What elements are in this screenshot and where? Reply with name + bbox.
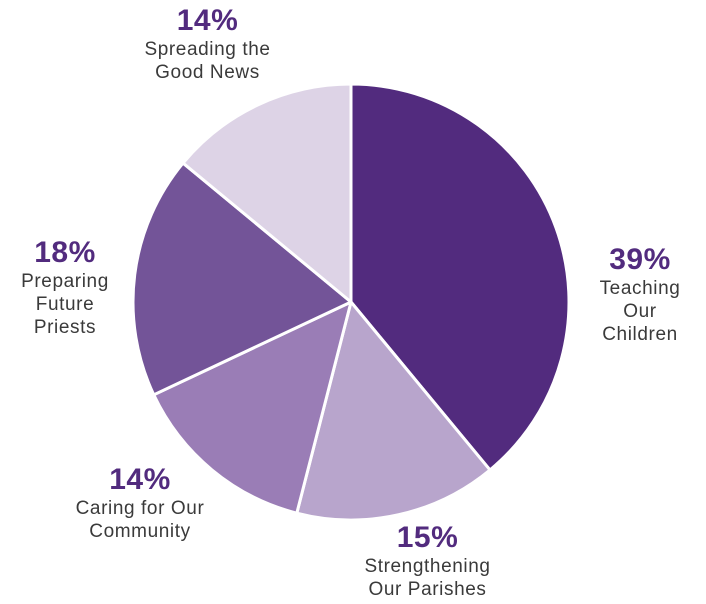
pie-slice-teaching-our-children bbox=[349, 82, 571, 472]
slice-category-label: Priests bbox=[33, 316, 97, 338]
pie-slice-spreading-the-good-news bbox=[181, 82, 353, 304]
slice-label-teaching-our-children: 39% Teaching Our Children bbox=[585, 242, 695, 346]
slice-category-label: Strengthening bbox=[364, 556, 491, 577]
slice-label-spreading-the-good-news: 14% Spreading the Good News bbox=[120, 3, 295, 85]
slice-category-label: Preparing bbox=[21, 271, 109, 292]
slice-category-label: Children bbox=[602, 323, 678, 345]
slice-category-label: Community bbox=[89, 520, 191, 542]
slice-percent-label: 15% bbox=[396, 521, 459, 554]
slice-category-label: Our Parishes bbox=[368, 578, 487, 600]
slice-category-label: Spreading the bbox=[144, 39, 271, 60]
pie-slice-strengthening-our-parishes bbox=[295, 300, 492, 522]
slice-label-strengthening-our-parishes: 15% Strengthening Our Parishes bbox=[340, 520, 515, 602]
slice-category-label: Our bbox=[623, 300, 657, 322]
slice-percent-label: 39% bbox=[609, 243, 671, 276]
slice-category-label: Teaching bbox=[599, 278, 681, 299]
slice-percent-label: 14% bbox=[109, 463, 171, 496]
slice-label-caring-for-our-community: 14% Caring for Our Community bbox=[55, 462, 225, 544]
pie-slice-preparing-future-priests bbox=[131, 161, 353, 397]
slice-category-label: Caring for Our bbox=[75, 498, 205, 519]
slice-percent-label: 14% bbox=[176, 4, 239, 37]
pie-slice-caring-for-our-community bbox=[152, 300, 353, 515]
slice-category-label: Good News bbox=[155, 61, 260, 83]
slice-label-preparing-future-priests: 18% Preparing Future Priests bbox=[5, 235, 125, 339]
slice-category-label: Future bbox=[35, 293, 95, 315]
slice-percent-label: 18% bbox=[34, 236, 96, 269]
